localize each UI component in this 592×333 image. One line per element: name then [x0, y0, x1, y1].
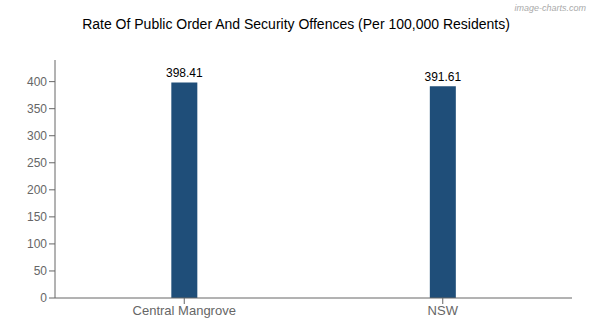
svg-text:391.61: 391.61	[424, 70, 461, 84]
svg-text:Central Mangrove: Central Mangrove	[133, 303, 236, 318]
svg-text:200: 200	[27, 183, 47, 197]
html-text:Rate Of Public Order And Secur: Rate Of Public Order And Security Offenc…	[82, 16, 510, 32]
svg-text:0: 0	[40, 291, 47, 305]
svg-text:400: 400	[27, 75, 47, 89]
svg-text:300: 300	[27, 129, 47, 143]
svg-text:350: 350	[27, 102, 47, 116]
svg-text:100: 100	[27, 237, 47, 251]
svg-text:NSW: NSW	[428, 303, 459, 318]
svg-text:150: 150	[27, 210, 47, 224]
html-text:image-charts.com: image-charts.com	[514, 3, 586, 13]
svg-text:50: 50	[34, 264, 48, 278]
svg-text:398.41: 398.41	[166, 66, 203, 80]
svg-text:250: 250	[27, 156, 47, 170]
